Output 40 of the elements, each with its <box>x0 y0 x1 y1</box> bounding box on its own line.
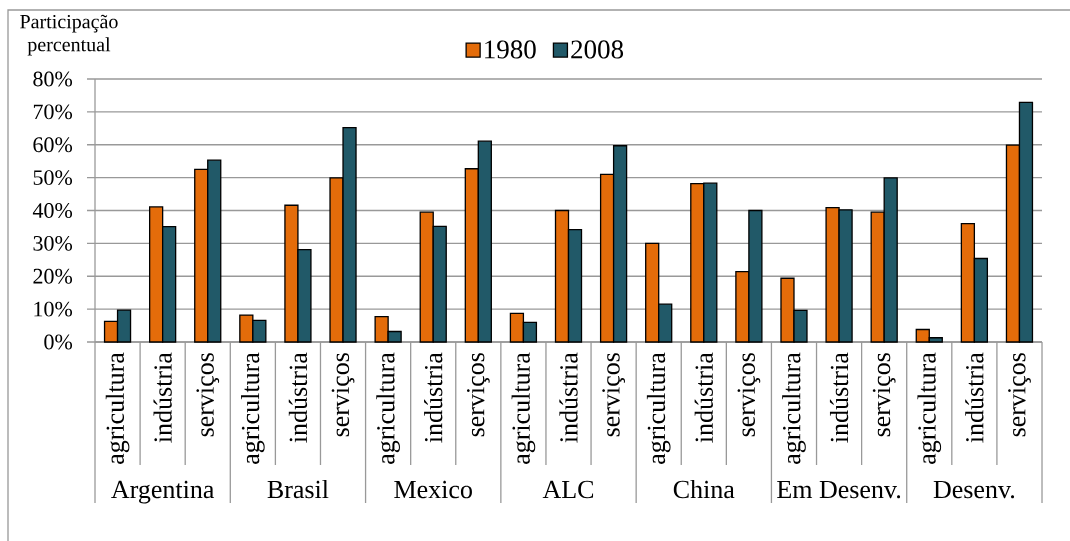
x-tick-label: serviços <box>602 353 625 437</box>
x-tick-label: indústria <box>965 352 984 443</box>
text: Argentina <box>111 480 215 504</box>
y-tick-label: 50% <box>33 170 73 186</box>
y-tick-label: 60% <box>33 137 73 153</box>
x-tick-label: indústria <box>559 352 578 443</box>
y-tick-label: 10% <box>34 301 73 317</box>
text: China <box>673 479 735 499</box>
text: ALC <box>542 480 594 499</box>
legend-label: 1980 <box>485 40 536 59</box>
x-tick-label: agricultura <box>376 352 400 464</box>
x-tick-label: agricultura <box>511 352 536 464</box>
x-tick-label: indústria <box>694 352 713 443</box>
text: Em Desenv. <box>777 480 901 499</box>
legend-label: 2008 <box>571 40 624 59</box>
x-tick-label: serviços <box>737 353 761 437</box>
x-tick-label: serviços <box>331 353 355 437</box>
x-tick-label: indústria <box>829 352 849 443</box>
x-tick-label: agricultura <box>917 352 942 464</box>
y-tick-label: 0% <box>44 334 73 350</box>
y-tick-label: 20% <box>33 268 73 284</box>
y-tick-label: 40% <box>32 203 73 218</box>
x-tick-label: serviços <box>872 353 896 437</box>
x-tick-label: indústria <box>153 352 172 443</box>
y-tick-label: 70% <box>33 104 73 120</box>
y-tick-label: 80% <box>33 71 73 87</box>
x-tick-label: indústria <box>288 352 308 443</box>
x-tick-label: agricultura <box>105 352 130 464</box>
y-tick-label: 30% <box>33 235 73 251</box>
x-tick-label: agricultura <box>782 352 806 464</box>
y-axis-title: Participação percentual <box>20 14 118 56</box>
text: Mexico <box>394 480 472 499</box>
x-tick-label: serviços <box>466 353 490 437</box>
text: Desenv. <box>933 480 1015 499</box>
x-tick-label: serviços <box>196 353 220 437</box>
x-tick-label: serviços <box>1008 353 1031 437</box>
x-tick-label: agricultura <box>646 352 671 464</box>
x-tick-label: agricultura <box>241 352 265 464</box>
x-tick-label: indústria <box>424 352 443 443</box>
text: Brasil <box>267 479 329 499</box>
